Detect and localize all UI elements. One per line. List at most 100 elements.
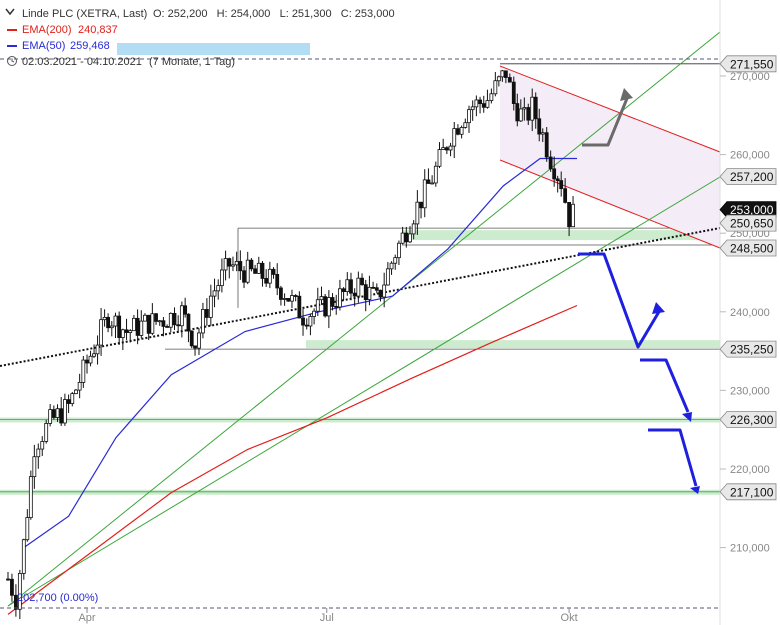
candle-body — [489, 93, 494, 101]
candle-body — [55, 408, 60, 418]
candle-body — [234, 261, 239, 266]
candle-body — [51, 409, 56, 418]
candle-body — [212, 290, 217, 297]
candle-body — [186, 313, 191, 332]
y-tick-label: 240,000 — [730, 307, 770, 319]
candle-body — [238, 261, 243, 272]
ema200-swatch — [7, 29, 17, 31]
candle-body — [102, 316, 107, 321]
support-zone-226 — [0, 417, 720, 423]
candle-body — [135, 317, 140, 336]
trend-line-shallow — [7, 176, 721, 607]
support-zone-217 — [0, 489, 720, 495]
candle-body — [32, 456, 37, 478]
date-range: 02.03.2021 - 04.10.2021 — [22, 56, 142, 68]
x-tick-label: Jul — [320, 612, 334, 624]
candle-body — [304, 324, 309, 327]
candle-body — [201, 309, 205, 334]
candle-body — [260, 262, 265, 279]
support-zone-235 — [306, 340, 720, 349]
candle-body — [36, 448, 41, 458]
candle-body — [422, 179, 427, 209]
y-tick-label: 260,000 — [730, 150, 770, 162]
ohlc-values: O: 252,200 H: 254,000 L: 251,300 C: 253,… — [153, 8, 395, 20]
candle-body — [555, 178, 560, 181]
candle-body — [411, 223, 416, 235]
candle-body — [106, 316, 111, 329]
candle-body — [544, 132, 549, 158]
candle-body — [109, 325, 114, 329]
candle-body — [571, 203, 575, 228]
candle-body — [275, 274, 280, 289]
candle-body — [389, 262, 394, 270]
ema50-label: EMA(50) — [22, 40, 65, 52]
candle-body — [319, 296, 324, 301]
price-level-label: 271,550 — [730, 57, 774, 71]
low-marker-label: 202,700 (0.00%) — [17, 592, 98, 604]
clock-hands — [11, 58, 15, 63]
candle-body — [474, 99, 479, 108]
collapse-icon[interactable] — [5, 8, 15, 16]
candle-body — [179, 305, 184, 327]
candle-body — [92, 353, 96, 357]
candle-body — [345, 279, 350, 292]
candle-body — [63, 399, 67, 424]
candle-body — [124, 329, 129, 333]
candle-body — [14, 594, 18, 610]
candle-body — [363, 284, 368, 300]
candle-body — [374, 287, 379, 291]
y-tick-label: 220,000 — [730, 464, 770, 476]
candle-body — [559, 180, 564, 190]
price-axis: 270,000260,000250,000240,000230,000220,0… — [720, 71, 770, 555]
price-level-label: 250,650 — [730, 217, 774, 231]
candle-body — [415, 201, 420, 225]
candle-body — [290, 295, 294, 302]
bullish-scenario-arrow — [582, 95, 630, 147]
support-zone-250 — [402, 230, 720, 241]
candle-body — [74, 389, 78, 395]
price-level-label: 248,500 — [730, 241, 774, 255]
candle-body — [128, 330, 133, 333]
candle-body — [193, 345, 197, 349]
y-tick-label: 270,000 — [730, 71, 770, 83]
candle-body — [154, 313, 158, 322]
candle-body — [371, 286, 376, 289]
price-level-235250: 235,250 — [719, 340, 777, 358]
candle-body — [326, 297, 331, 317]
downtrend-channel — [499, 65, 721, 249]
candle-body — [297, 295, 302, 319]
candle-body — [456, 128, 460, 135]
candle-body — [334, 306, 339, 308]
candle-body — [220, 269, 224, 287]
bearish-scenario-arrow-3 — [648, 428, 698, 487]
candle-body — [81, 359, 86, 383]
candle-body — [397, 242, 401, 259]
price-level-box — [719, 340, 777, 358]
candle-body — [448, 145, 453, 151]
candle-body — [99, 319, 103, 346]
ema50-swatch — [7, 45, 17, 47]
channel-lower-line — [499, 159, 721, 249]
candle-body — [157, 320, 162, 323]
ema200-value: 240,837 — [78, 24, 118, 36]
candle-body — [301, 317, 305, 326]
candle-body — [526, 107, 531, 121]
candle-body — [227, 258, 232, 267]
candle-body — [264, 278, 269, 284]
candle-body — [511, 81, 516, 104]
candle-body — [293, 295, 298, 297]
candle-body — [113, 315, 118, 327]
candle-body — [419, 201, 423, 209]
candle-body — [349, 279, 353, 294]
price-level-box — [719, 55, 777, 73]
candle-body — [496, 76, 501, 82]
price-level-226300: 226,300 — [719, 411, 777, 428]
price-level-257200: 257,200 — [719, 168, 777, 186]
candle-body — [315, 299, 320, 312]
price-level-box — [719, 411, 777, 428]
price-level-box — [719, 483, 777, 501]
candle-body — [161, 320, 166, 327]
candle-body — [393, 257, 398, 264]
